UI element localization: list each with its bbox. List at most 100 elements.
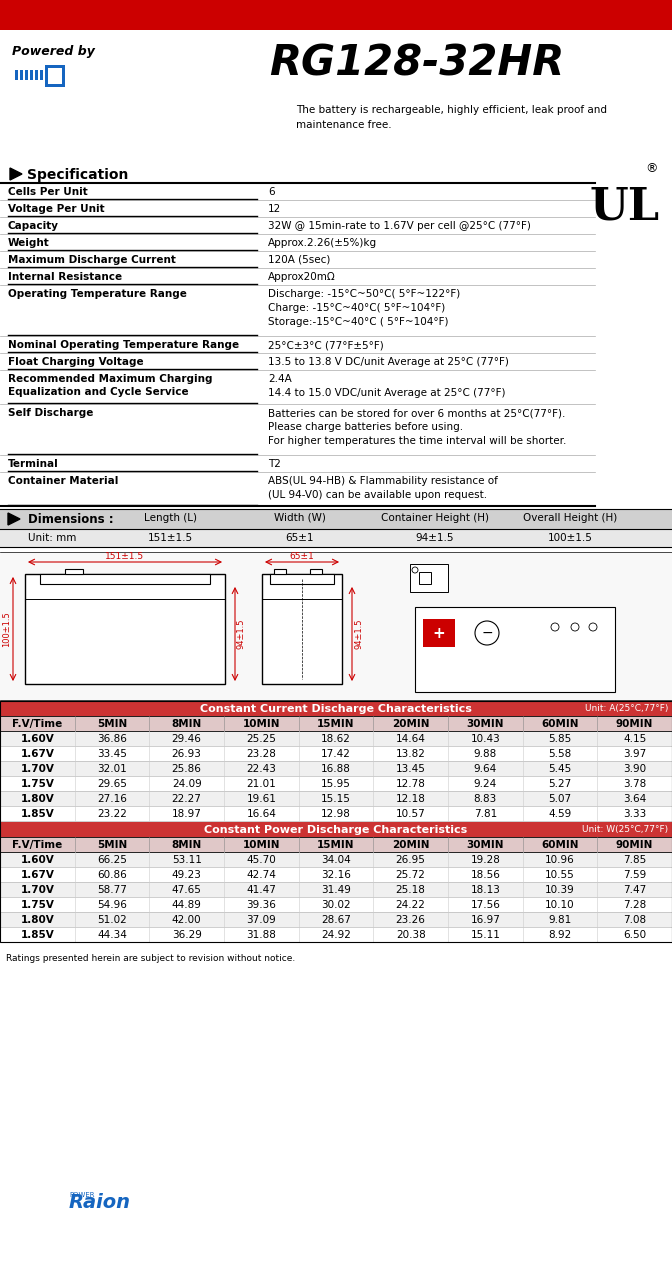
Text: 10MIN: 10MIN <box>243 719 280 730</box>
Circle shape <box>475 621 499 645</box>
Bar <box>0 404 595 454</box>
Text: 9.24: 9.24 <box>474 780 497 788</box>
Bar <box>0 218 595 234</box>
Bar <box>310 570 322 573</box>
Text: Storage:-15°C~40°C ( 5°F~104°F): Storage:-15°C~40°C ( 5°F~104°F) <box>268 317 448 326</box>
Text: 90MIN: 90MIN <box>616 840 653 850</box>
Text: 7.81: 7.81 <box>474 809 497 819</box>
Bar <box>0 806 672 820</box>
Text: 14.64: 14.64 <box>396 733 425 744</box>
Bar <box>20 70 23 79</box>
Text: 21.01: 21.01 <box>247 780 276 788</box>
Text: 13.45: 13.45 <box>396 764 425 774</box>
Text: 29.46: 29.46 <box>172 733 202 744</box>
Text: Constant Current Discharge Characteristics: Constant Current Discharge Characteristi… <box>200 704 472 714</box>
Bar <box>0 251 595 268</box>
Text: 3.33: 3.33 <box>623 809 646 819</box>
Text: 94±1.5: 94±1.5 <box>416 532 454 543</box>
Text: 12.18: 12.18 <box>396 794 425 804</box>
Bar <box>45 65 65 87</box>
Text: 12.98: 12.98 <box>321 809 351 819</box>
Text: Capacity: Capacity <box>8 221 59 230</box>
Text: 23.28: 23.28 <box>247 749 276 759</box>
Text: For higher temperatures the time interval will be shorter.: For higher temperatures the time interva… <box>268 436 566 445</box>
Text: 1.70V: 1.70V <box>20 764 54 774</box>
Bar <box>25 70 28 79</box>
Text: 24.09: 24.09 <box>172 780 202 788</box>
Text: Container Height (H): Container Height (H) <box>381 513 489 524</box>
Text: 13.5 to 13.8 V DC/unit Average at 25°C (77°F): 13.5 to 13.8 V DC/unit Average at 25°C (… <box>268 357 509 367</box>
Text: 1.67V: 1.67V <box>20 749 54 759</box>
Text: 8MIN: 8MIN <box>171 840 202 850</box>
Bar <box>270 573 334 584</box>
Bar <box>35 70 38 79</box>
Text: 16.97: 16.97 <box>470 915 500 925</box>
Bar <box>0 200 595 218</box>
Text: 41.47: 41.47 <box>247 884 276 895</box>
Bar <box>0 776 672 791</box>
Bar <box>65 570 83 573</box>
Text: 120A (5sec): 120A (5sec) <box>268 255 331 265</box>
Text: 44.34: 44.34 <box>97 931 127 940</box>
Text: Self Discharge: Self Discharge <box>8 408 93 419</box>
Text: The battery is rechargeable, highly efficient, leak proof and
maintenance free.: The battery is rechargeable, highly effi… <box>296 105 607 129</box>
Text: 15.11: 15.11 <box>470 931 500 940</box>
Bar <box>0 234 595 251</box>
Text: Specification: Specification <box>27 168 128 182</box>
Text: 3.78: 3.78 <box>623 780 646 788</box>
Text: 10.10: 10.10 <box>545 900 575 910</box>
Bar <box>423 620 455 646</box>
Bar <box>0 183 595 200</box>
Text: 23.26: 23.26 <box>396 915 425 925</box>
Text: 26.95: 26.95 <box>396 855 425 865</box>
Text: 15MIN: 15MIN <box>317 840 355 850</box>
Text: 1.75V: 1.75V <box>20 780 54 788</box>
Text: 20MIN: 20MIN <box>392 719 429 730</box>
Bar <box>0 822 672 837</box>
Bar <box>0 927 672 942</box>
Text: 7.08: 7.08 <box>623 915 646 925</box>
Polygon shape <box>8 513 20 525</box>
Text: 54.96: 54.96 <box>97 900 127 910</box>
Text: 23.22: 23.22 <box>97 809 127 819</box>
Text: Width (W): Width (W) <box>274 513 326 524</box>
Bar <box>0 165 672 183</box>
Text: 32.01: 32.01 <box>97 764 127 774</box>
Text: 31.49: 31.49 <box>321 884 351 895</box>
Text: 24.22: 24.22 <box>396 900 425 910</box>
Text: 26.93: 26.93 <box>172 749 202 759</box>
Text: 22.27: 22.27 <box>172 794 202 804</box>
Text: 42.74: 42.74 <box>247 870 276 881</box>
Text: 7.59: 7.59 <box>623 870 646 881</box>
Text: Cells Per Unit: Cells Per Unit <box>8 187 88 197</box>
Text: 25.72: 25.72 <box>396 870 425 881</box>
Text: 5MIN: 5MIN <box>97 719 127 730</box>
Text: 1.60V: 1.60V <box>20 733 54 744</box>
Bar <box>0 911 672 927</box>
Text: 100±1.5: 100±1.5 <box>2 611 11 646</box>
Circle shape <box>571 623 579 631</box>
Bar <box>0 335 595 353</box>
Text: 8.83: 8.83 <box>474 794 497 804</box>
Text: 8.92: 8.92 <box>548 931 572 940</box>
Bar <box>410 564 448 591</box>
Bar <box>0 29 672 165</box>
Text: 4.59: 4.59 <box>548 809 572 819</box>
Text: ABS(UL 94-HB) & Flammability resistance of: ABS(UL 94-HB) & Flammability resistance … <box>268 476 498 486</box>
Text: 5.45: 5.45 <box>548 764 572 774</box>
Text: 151±1.5: 151±1.5 <box>147 532 193 543</box>
Text: Unit: mm: Unit: mm <box>28 532 77 543</box>
Text: 66.25: 66.25 <box>97 855 127 865</box>
Text: 65±1: 65±1 <box>290 552 314 561</box>
Text: 42.00: 42.00 <box>172 915 202 925</box>
Circle shape <box>412 567 418 573</box>
Text: (UL 94-V0) can be available upon request.: (UL 94-V0) can be available upon request… <box>268 490 487 500</box>
Text: Constant Power Discharge Characteristics: Constant Power Discharge Characteristics <box>204 826 468 835</box>
Text: 18.13: 18.13 <box>470 884 500 895</box>
Text: Unit: A(25°C,77°F): Unit: A(25°C,77°F) <box>585 704 668 713</box>
Text: 34.04: 34.04 <box>321 855 351 865</box>
Bar <box>48 68 62 84</box>
Text: Nominal Operating Temperature Range: Nominal Operating Temperature Range <box>8 340 239 349</box>
Bar <box>0 370 595 404</box>
Text: Batteries can be stored for over 6 months at 25°C(77°F).: Batteries can be stored for over 6 month… <box>268 408 565 419</box>
